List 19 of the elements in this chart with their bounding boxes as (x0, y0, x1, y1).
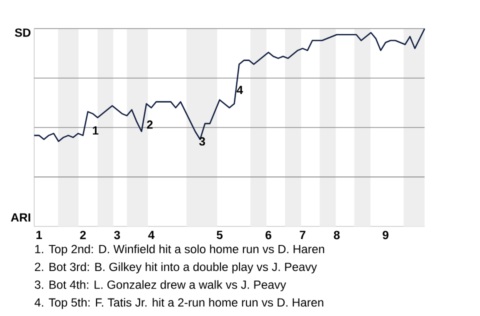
x-tick-label: 4 (148, 230, 155, 239)
x-tick-label: 9 (382, 230, 388, 240)
x-tick-label: 1 (36, 230, 42, 239)
text: 4. Top 5th: F. Tatis Jr. hit a 2-run home run vs D. Haren (34, 298, 324, 309)
text: SD (14, 28, 30, 37)
x-tick-label: 5 (216, 230, 223, 239)
text: 2. Bot 3rd: B. Gilkey hit into a double play vs J. Peavy (34, 262, 317, 274)
annotation: 3 (199, 137, 206, 146)
annotation: 4 (236, 86, 243, 94)
x-tick-label: 2 (80, 230, 86, 239)
text: 3. Bot 4th: L. Gonzalez drew a walk vs J. Peavy (34, 280, 286, 292)
text: 1. Top 2nd: D. Winfield hit a solo home run vs D. Haren (35, 244, 324, 256)
annotation: 2 (146, 120, 153, 129)
x-tick-label: 8 (334, 230, 340, 240)
x-tick-label: 6 (266, 230, 272, 240)
x-tick-label: 7 (300, 230, 306, 239)
text: ARI (10, 213, 30, 222)
x-tick-label: 3 (114, 230, 120, 240)
annotation: 1 (92, 126, 98, 134)
